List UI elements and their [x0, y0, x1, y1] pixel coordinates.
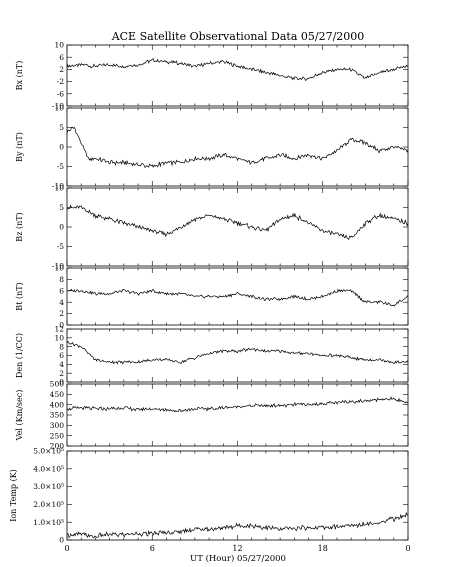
- y-tick-label: 10: [54, 333, 64, 342]
- data-series-line: [66, 288, 409, 307]
- x-tick-label: 6: [150, 544, 155, 553]
- panel-3: 0 2 4 6 8 10 Bt (nT): [15, 264, 409, 330]
- y-tick-label: 6: [59, 53, 64, 62]
- y-tick-label: 2: [59, 65, 64, 74]
- y-tick-label: 10: [54, 104, 64, 113]
- y-tick-label: 6: [59, 351, 64, 360]
- y-tick-label: -6: [57, 89, 65, 98]
- y-tick-label: 2: [59, 309, 64, 318]
- y-tick-label: 4.0×10⁵: [33, 464, 64, 473]
- y-tick-label: 8: [59, 342, 64, 351]
- panel-frame: [66, 107, 409, 187]
- panel-frame: [66, 328, 409, 383]
- y-tick-label: -10: [52, 102, 64, 111]
- y-tick-label: 4: [59, 298, 64, 307]
- panel-frame: [66, 187, 409, 267]
- y-tick-label: 6: [59, 286, 64, 295]
- panel-frame: [66, 44, 409, 107]
- y-tick-label: 0: [59, 223, 64, 232]
- x-tick-label: 12: [232, 544, 242, 553]
- y-tick-label: 350: [50, 411, 65, 420]
- data-series-line: [66, 511, 409, 539]
- y-tick-label: 250: [50, 431, 65, 440]
- y-tick-label: -10: [52, 182, 64, 191]
- y-tick-label: -5: [57, 242, 65, 251]
- y-tick-label: 0: [59, 536, 64, 545]
- y-tick-label: 5.0×10⁵: [33, 447, 64, 456]
- panel-frame: [66, 450, 409, 541]
- chart-title: ACE Satellite Observational Data 05/27/2…: [111, 30, 365, 43]
- y-tick-label: 1.0×10⁵: [33, 518, 64, 527]
- x-tick-label: 0: [405, 544, 410, 553]
- y-axis-label: Bz (nT): [15, 212, 24, 241]
- x-axis-label: UT (Hour) 05/27/2000: [190, 553, 286, 564]
- y-tick-label: 0: [59, 378, 64, 387]
- y-tick-label: -2: [57, 77, 65, 86]
- y-axis-label: By (nT): [15, 132, 24, 162]
- data-series-line: [66, 204, 409, 240]
- x-tick-label: 0: [64, 544, 69, 553]
- y-axis-label: Vel (Km/sec): [15, 390, 24, 442]
- y-axis-label: Den (1/CC): [15, 333, 24, 378]
- y-tick-label: 300: [50, 421, 65, 430]
- y-tick-label: 8: [59, 275, 64, 284]
- panel-frame: [66, 383, 409, 447]
- y-tick-label: 450: [50, 390, 65, 399]
- y-axis-label: Bt (nT): [15, 282, 24, 310]
- data-series-line: [66, 126, 409, 169]
- y-tick-label: 2: [59, 369, 64, 378]
- y-tick-label: 4: [59, 360, 64, 369]
- y-tick-label: 3.0×10⁵: [33, 482, 64, 491]
- y-tick-label: 2.0×10⁵: [33, 500, 64, 509]
- panel-2: -10 -5 0 5 10 Bz (nT): [15, 184, 409, 271]
- y-tick-label: 10: [54, 184, 64, 193]
- x-tick-label: 18: [318, 544, 328, 553]
- panel-0: -10 -6 -2 2 6 10 Bx (nT): [15, 41, 409, 111]
- y-tick-label: 5: [59, 123, 64, 132]
- panel-frame: [66, 267, 409, 326]
- data-series-line: [66, 396, 409, 413]
- panel-1: -10 -5 0 5 10 By (nT): [15, 104, 409, 191]
- y-tick-label: 10: [54, 264, 64, 273]
- y-tick-label: 400: [50, 400, 65, 409]
- y-tick-label: 200: [50, 442, 65, 451]
- y-tick-label: 0: [59, 321, 64, 330]
- y-tick-label: 0: [59, 143, 64, 152]
- y-tick-label: 5: [59, 203, 64, 212]
- y-axis-label: Bx (nT): [15, 61, 24, 91]
- y-tick-label: -10: [52, 262, 64, 271]
- y-axis-label: Ion Temp (K): [9, 469, 18, 522]
- y-tick-label: 10: [54, 41, 64, 50]
- y-tick-label: 12: [54, 325, 64, 334]
- data-series-line: [66, 58, 409, 82]
- panel-6: 0 1.0×10⁵ 2.0×10⁵ 3.0×10⁵ 4.0×10⁵ 5.0×10⁵ Ion …: [9, 447, 409, 545]
- y-tick-label: 500: [50, 380, 65, 389]
- y-tick-label: -5: [57, 162, 65, 171]
- data-series-line: [66, 340, 409, 365]
